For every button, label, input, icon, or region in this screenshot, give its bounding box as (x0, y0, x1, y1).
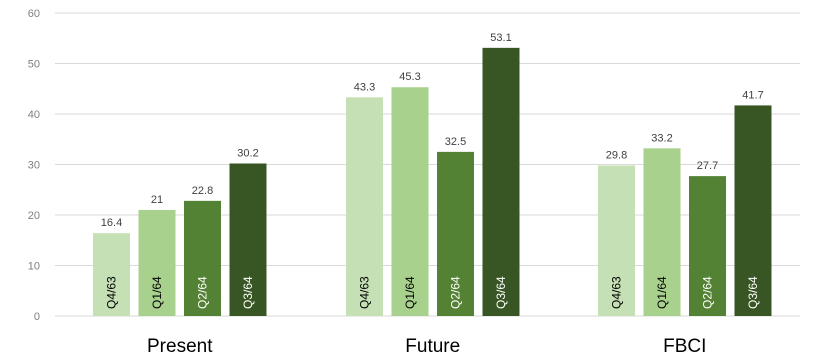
category-labels: Present Future FBCI (147, 336, 706, 356)
series-label: Q1/64 (403, 276, 417, 309)
series-label: Q4/63 (105, 276, 119, 309)
bar (598, 165, 635, 316)
bar (482, 47, 520, 316)
bar (643, 148, 681, 316)
series-label: Q3/64 (746, 276, 760, 309)
series-label: Q2/64 (196, 276, 210, 309)
data-label: 22.8 (192, 185, 213, 197)
category-label: FBCI (663, 336, 706, 356)
bar (391, 87, 429, 316)
y-tick-label: 60 (28, 8, 40, 20)
series-label: Q1/64 (655, 276, 669, 309)
data-label: 21 (151, 194, 163, 206)
data-label: 45.3 (399, 71, 420, 83)
y-tick-label: 20 (28, 210, 40, 222)
bar (93, 233, 130, 316)
category-label: Present (147, 336, 213, 356)
series-label: Q4/63 (610, 276, 624, 309)
y-tick-label: 10 (28, 261, 40, 273)
data-label: 27.7 (697, 160, 718, 172)
bar (437, 151, 474, 316)
y-axis: 0 10 20 30 40 50 60 (28, 8, 40, 323)
data-label: 32.5 (445, 136, 466, 148)
y-tick-label: 40 (28, 109, 40, 121)
bar (138, 209, 176, 316)
bar (184, 200, 221, 316)
series-label: Q4/63 (358, 276, 372, 309)
data-label: 29.8 (606, 150, 627, 162)
bars: 16.4 Q4/63 21 Q1/64 22.8 Q2/64 30.2 Q3/64 43.3 Q4… (93, 32, 772, 317)
data-label: 16.4 (101, 217, 122, 229)
y-tick-label: 30 (28, 160, 40, 172)
series-label: Q2/64 (449, 276, 463, 309)
data-label: 33.2 (651, 132, 672, 144)
series-label: Q1/64 (150, 276, 164, 309)
data-label: 43.3 (354, 81, 375, 93)
bar (734, 105, 772, 316)
series-label: Q3/64 (241, 276, 255, 309)
data-label: 53.1 (490, 32, 511, 44)
series-label: Q3/64 (494, 276, 508, 309)
data-label: 41.7 (742, 89, 763, 101)
bar (229, 163, 267, 316)
y-tick-label: 50 (28, 59, 40, 71)
y-tick-label: 0 (34, 311, 40, 323)
series-label: Q2/64 (701, 276, 715, 309)
data-label: 30.2 (237, 147, 258, 159)
category-label: Future (405, 336, 460, 356)
bar (346, 97, 383, 317)
bar (689, 176, 726, 316)
